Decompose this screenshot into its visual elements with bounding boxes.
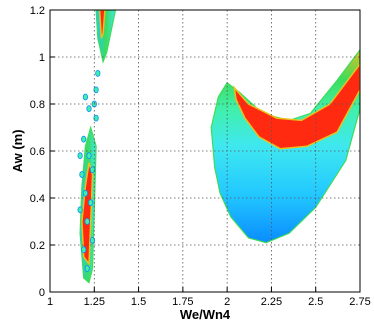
contour-spot — [77, 152, 83, 160]
contour-spot — [89, 236, 96, 244]
contour-spot — [77, 206, 83, 214]
contour-spot — [95, 70, 101, 77]
y-tick-label: 0.8 — [30, 99, 45, 111]
contour-spot — [81, 135, 87, 143]
y-axis-label: Aw (m) — [10, 129, 25, 172]
contour-spot — [81, 246, 87, 254]
y-tick-label: 1 — [39, 52, 45, 64]
y-tick-label: 1.2 — [30, 5, 45, 17]
y-tick-label: 0.6 — [30, 146, 45, 158]
contour-spot — [84, 265, 90, 272]
x-tick-label: 1 — [47, 296, 53, 308]
x-tick-label: 1.25 — [84, 296, 105, 308]
y-tick-label: 0 — [39, 287, 45, 299]
contour-spot — [86, 152, 92, 160]
contour-spot — [86, 105, 92, 113]
contour-spot — [82, 93, 89, 101]
x-tick-label: 2 — [224, 296, 230, 308]
contour-core-upper-tongue — [98, 10, 106, 39]
x-tick-label: 1.75 — [172, 296, 193, 308]
contour-spot — [84, 218, 90, 225]
contour-spot — [88, 199, 94, 207]
contour-spot — [93, 86, 99, 94]
x-tick-label: 2.25 — [261, 296, 282, 308]
y-tick-label: 0.2 — [30, 240, 45, 252]
contour-spot — [89, 166, 96, 174]
contour-spot — [79, 171, 85, 178]
y-tick-label: 0.4 — [30, 193, 45, 205]
contour-core-right-crescent — [233, 62, 360, 150]
x-axis-label: We/Wn4 — [180, 307, 231, 322]
contour-spot — [82, 189, 89, 197]
x-tick-label: 2.75 — [349, 296, 370, 308]
x-tick-label: 1.5 — [131, 296, 146, 308]
x-tick-label: 2.5 — [308, 296, 323, 308]
